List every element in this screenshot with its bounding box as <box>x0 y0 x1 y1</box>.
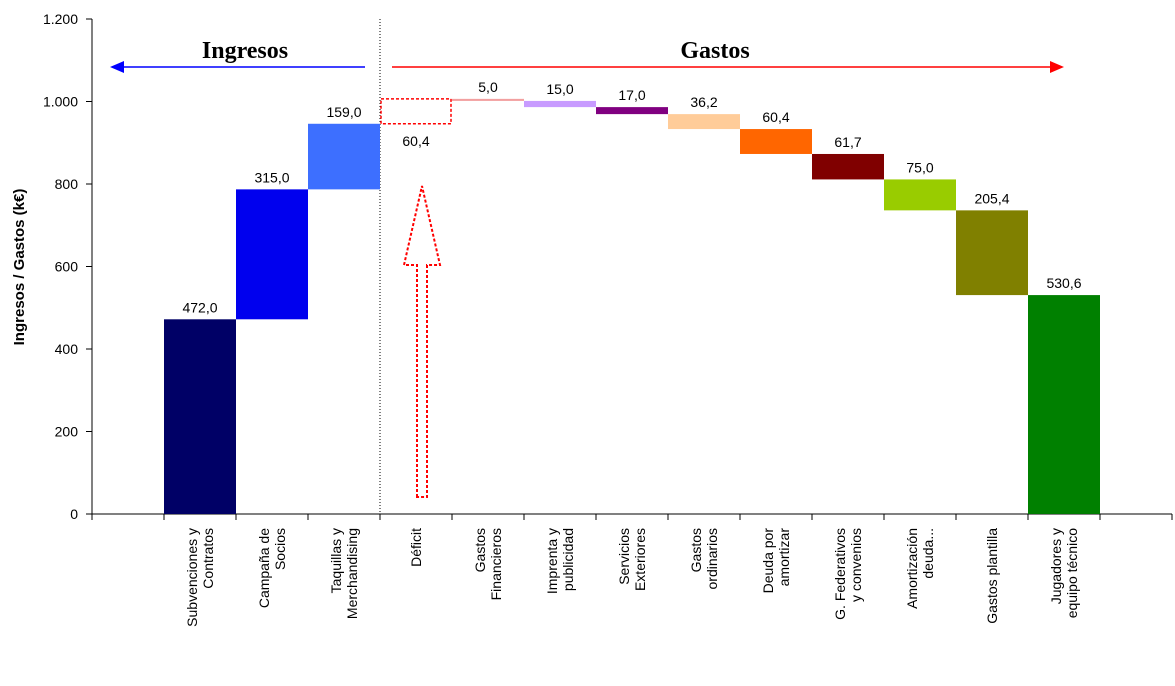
value-label: 315,0 <box>254 169 289 185</box>
value-label: 75,0 <box>906 159 933 175</box>
value-label: 36,2 <box>690 94 717 110</box>
income-arrow-head <box>110 61 124 73</box>
x-tick-label: Imprenta ypublicidad <box>544 528 576 594</box>
bar <box>596 107 668 115</box>
value-label: 530,6 <box>1046 275 1081 291</box>
x-tick-label: Déficit <box>408 528 424 567</box>
value-label: 15,0 <box>546 81 573 97</box>
bar <box>1028 295 1100 514</box>
y-tick-label: 1.200 <box>43 11 78 27</box>
x-tick-label: GastosFinancieros <box>472 528 504 600</box>
y-tick-label: 200 <box>55 424 79 440</box>
value-label: 61,7 <box>834 134 861 150</box>
deficit-box <box>380 98 452 125</box>
annotation: Ingresos <box>202 38 288 64</box>
deficit-arrow <box>402 185 442 498</box>
value-label: 205,4 <box>974 190 1009 206</box>
x-tick-label: Deuda poramortizar <box>760 528 792 594</box>
bar <box>236 189 308 320</box>
bar <box>740 129 812 154</box>
x-tick-label: Gastosordinarios <box>688 528 720 589</box>
y-tick-label: 0 <box>70 506 78 522</box>
x-tick-label: Subvenciones yContratos <box>184 528 216 627</box>
y-tick-label: 400 <box>55 341 79 357</box>
x-tick-label: Gastos plantilla <box>984 528 1000 624</box>
x-tick-label: Jugadores yequipo técnico <box>1048 528 1080 619</box>
value-label: 5,0 <box>478 79 498 95</box>
value-label: 159,0 <box>326 104 361 120</box>
bar <box>164 319 236 514</box>
bar <box>884 179 956 211</box>
bar <box>956 210 1028 296</box>
y-tick-label: 800 <box>55 176 79 192</box>
value-label: 472,0 <box>182 299 217 315</box>
expense-arrow-head <box>1050 61 1064 73</box>
bar <box>308 123 380 190</box>
y-tick-label: 1.000 <box>43 94 78 110</box>
value-label: 60,4 <box>762 109 789 125</box>
x-tick-label: ServiciosExteriores <box>616 528 648 591</box>
y-axis-label: Ingresos / Gastos (k€) <box>11 189 28 346</box>
annotation: Gastos <box>680 38 749 64</box>
value-label: 17,0 <box>618 87 645 103</box>
bar <box>668 114 740 130</box>
y-tick-label: 600 <box>55 259 79 275</box>
x-tick-label: Amortizacióndeuda... <box>904 528 936 609</box>
x-tick-label: G. Federativosy convenios <box>832 528 864 620</box>
bar <box>524 100 596 108</box>
x-tick-label: Taquillas yMerchandising <box>328 528 360 619</box>
bar <box>812 153 884 180</box>
bar <box>452 98 524 101</box>
value-label: 60,4 <box>402 133 429 149</box>
x-tick-label: Campaña deSocios <box>256 528 288 608</box>
